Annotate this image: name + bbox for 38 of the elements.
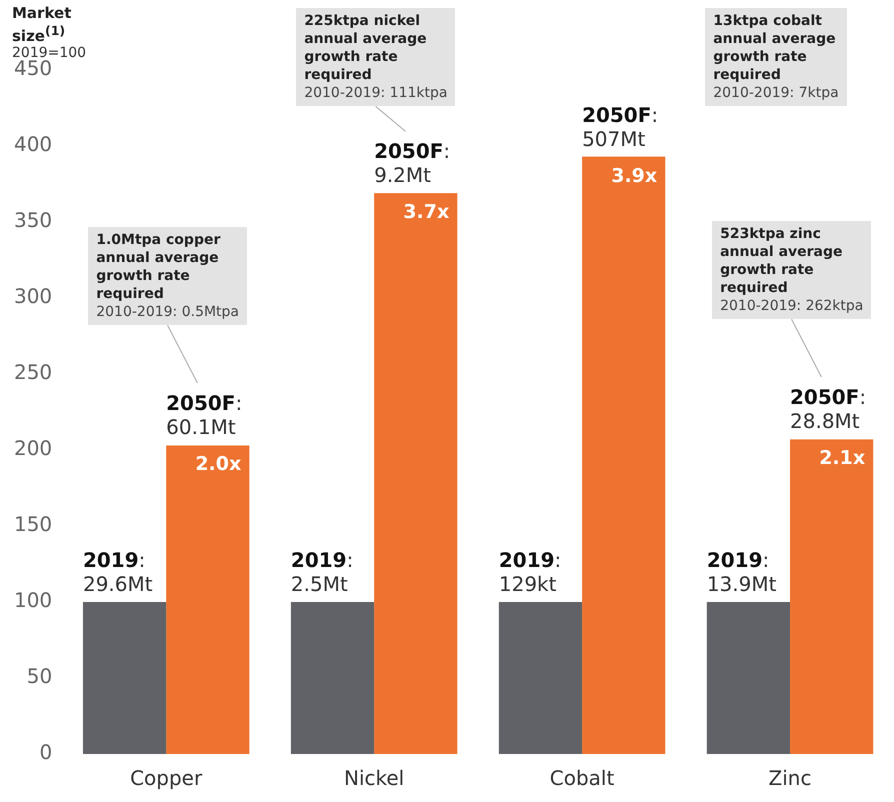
annotation: 13ktpa cobalt annual average growth rate required 2010-2019: 7ktpa — [713, 13, 839, 101]
annotation: 1.0Mtpa copper annual average growth rate required 2010-2019: 0.5Mtpa — [96, 232, 240, 320]
annotation: 2050F: 28.8Mt — [790, 385, 866, 434]
y-tick-label: 250 — [14, 360, 52, 384]
annotation: 2019: 129kt — [498, 548, 562, 596]
y-tick-label: 0 — [39, 740, 52, 764]
bar — [706, 602, 790, 754]
annotation: 2019: 2.5Mt — [290, 548, 354, 596]
y-tick-label: 350 — [14, 208, 52, 232]
y-tick-label: 400 — [14, 132, 52, 156]
annotation: 2050F: 60.1Mt — [166, 391, 242, 440]
x-tick-label: Copper — [130, 766, 203, 790]
bar — [498, 602, 582, 754]
annotation: 2.0x — [195, 453, 242, 476]
annotation: 225ktpa nickel annual average growth rate required 2010-2019: 111ktpa — [304, 13, 448, 101]
x-tick-label: Zinc — [768, 766, 812, 790]
annotation: 2019: 29.6Mt — [82, 548, 153, 596]
annotation: 3.7x — [403, 201, 450, 224]
annotation: 2050F: 9.2Mt — [374, 139, 450, 188]
bar — [290, 602, 374, 754]
annotation: 523ktpa zinc annual average growth rate required 2010-2019: 262ktpa — [720, 226, 864, 314]
bar — [166, 445, 250, 754]
x-tick-label: Nickel — [344, 766, 404, 790]
annotation: 2019: 13.9Mt — [706, 548, 776, 596]
bar — [582, 156, 666, 754]
annotation: 2050F: 507Mt — [582, 102, 658, 151]
y-tick-label: 200 — [14, 436, 52, 460]
y-tick-label: 150 — [14, 512, 52, 536]
y-tick-label: 50 — [26, 664, 52, 688]
y-tick-label: 100 — [14, 588, 52, 612]
y-axis-title: Market size$^{(1)}$ — [12, 4, 72, 45]
x-tick-label: Cobalt — [550, 766, 614, 790]
y-tick-label: 300 — [14, 284, 52, 308]
annotation: 2.1x — [819, 447, 866, 470]
bar — [82, 602, 166, 754]
bar — [790, 439, 874, 754]
annotation: 3.9x — [611, 164, 658, 187]
bar — [374, 193, 458, 754]
